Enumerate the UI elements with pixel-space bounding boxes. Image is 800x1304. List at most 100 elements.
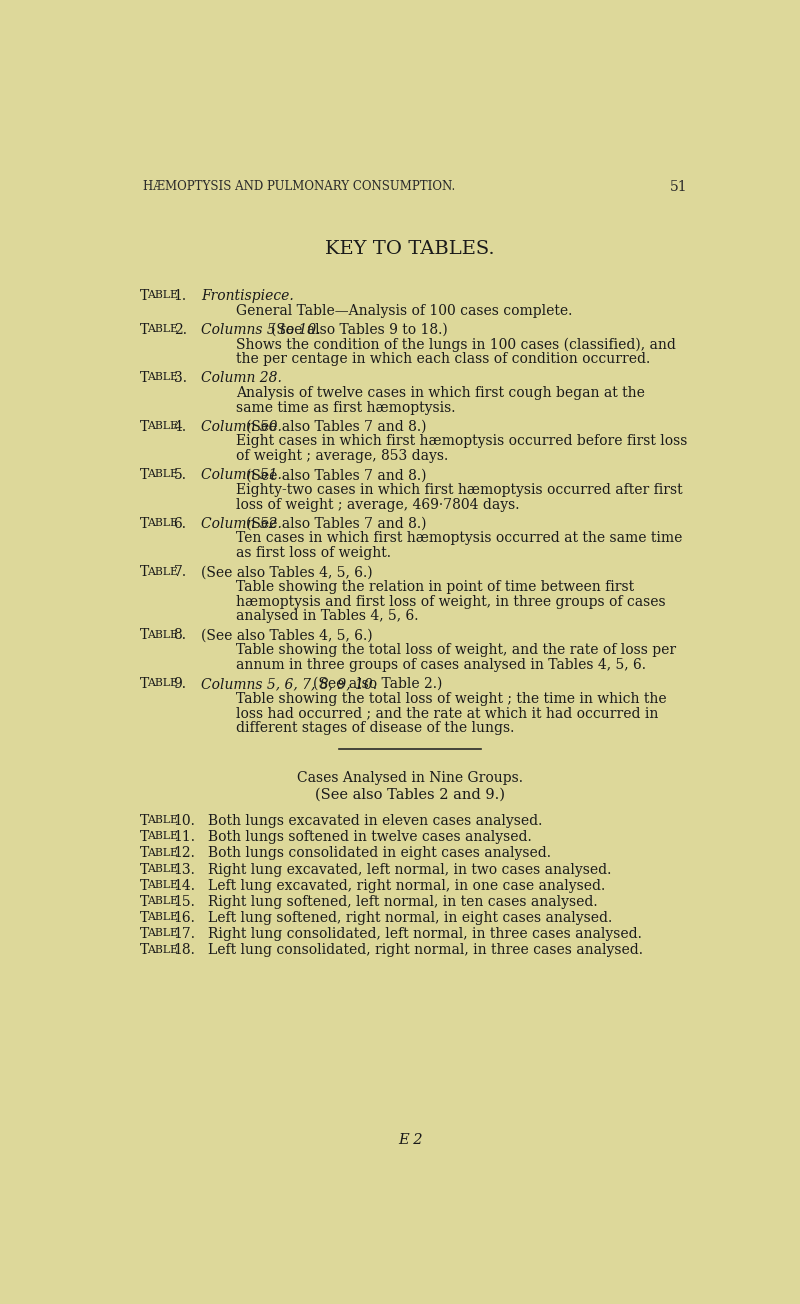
Text: T: T xyxy=(140,677,150,691)
Text: ABLE: ABLE xyxy=(147,630,178,640)
Text: HÆMOPTYSIS AND PULMONARY CONSUMPTION.: HÆMOPTYSIS AND PULMONARY CONSUMPTION. xyxy=(142,180,455,193)
Text: Table showing the total loss of weight, and the rate of loss per: Table showing the total loss of weight, … xyxy=(236,643,676,657)
Text: Column 51.: Column 51. xyxy=(201,468,282,482)
Text: 13.: 13. xyxy=(174,862,195,876)
Text: same time as first hæmoptysis.: same time as first hæmoptysis. xyxy=(236,400,455,415)
Text: T: T xyxy=(140,420,150,434)
Text: 16.: 16. xyxy=(174,911,195,925)
Text: analysed in Tables 4, 5, 6.: analysed in Tables 4, 5, 6. xyxy=(236,609,418,623)
Text: of weight ; average, 853 days.: of weight ; average, 853 days. xyxy=(236,449,448,463)
Text: 4.: 4. xyxy=(174,420,186,434)
Text: (See also Tables 7 and 8.): (See also Tables 7 and 8.) xyxy=(246,516,426,531)
Text: Eight cases in which first hæmoptysis occurred before first loss: Eight cases in which first hæmoptysis oc… xyxy=(236,434,687,449)
Text: (See also Tables 4, 5, 6.): (See also Tables 4, 5, 6.) xyxy=(201,629,372,643)
Text: T: T xyxy=(140,846,150,861)
Text: Column 50.: Column 50. xyxy=(201,420,282,434)
Text: Ten cases in which first hæmoptysis occurred at the same time: Ten cases in which first hæmoptysis occu… xyxy=(236,532,682,545)
Text: 12.: 12. xyxy=(174,846,195,861)
Text: hæmoptysis and first loss of weight, in three groups of cases: hæmoptysis and first loss of weight, in … xyxy=(236,595,666,609)
Text: ABLE: ABLE xyxy=(147,678,178,689)
Text: T: T xyxy=(140,289,150,303)
Text: different stages of disease of the lungs.: different stages of disease of the lungs… xyxy=(236,721,514,735)
Text: (See also Tables 7 and 8.): (See also Tables 7 and 8.) xyxy=(246,420,426,434)
Text: Right lung consolidated, left normal, in three cases analysed.: Right lung consolidated, left normal, in… xyxy=(209,927,642,941)
Text: 1.: 1. xyxy=(174,289,186,303)
Text: T: T xyxy=(140,943,150,957)
Text: T: T xyxy=(140,831,150,844)
Text: T: T xyxy=(140,895,150,909)
Text: KEY TO TABLES.: KEY TO TABLES. xyxy=(325,240,495,258)
Text: 51: 51 xyxy=(670,180,687,193)
Text: Right lung excavated, left normal, in two cases analysed.: Right lung excavated, left normal, in tw… xyxy=(209,862,612,876)
Text: T: T xyxy=(140,814,150,828)
Text: T: T xyxy=(140,372,150,385)
Text: T: T xyxy=(140,862,150,876)
Text: T: T xyxy=(140,468,150,482)
Text: Analysis of twelve cases in which first cough began at the: Analysis of twelve cases in which first … xyxy=(236,386,645,400)
Text: ABLE: ABLE xyxy=(147,863,178,874)
Text: 6.: 6. xyxy=(174,516,186,531)
Text: Columns 5, 6, 7, 8, 9, 10.: Columns 5, 6, 7, 8, 9, 10. xyxy=(201,677,377,691)
Text: 7.: 7. xyxy=(174,566,186,579)
Text: T: T xyxy=(140,629,150,643)
Text: 5.: 5. xyxy=(174,468,186,482)
Text: T: T xyxy=(140,566,150,579)
Text: 11.: 11. xyxy=(174,831,196,844)
Text: (See also Tables 7 and 8.): (See also Tables 7 and 8.) xyxy=(246,468,426,482)
Text: Columns 5 to 10.: Columns 5 to 10. xyxy=(201,323,320,336)
Text: Table showing the total loss of weight ; the time in which the: Table showing the total loss of weight ;… xyxy=(236,691,666,705)
Text: (See also Tables 4, 5, 6.): (See also Tables 4, 5, 6.) xyxy=(201,566,372,579)
Text: annum in three groups of cases analysed in Tables 4, 5, 6.: annum in three groups of cases analysed … xyxy=(236,657,646,672)
Text: T: T xyxy=(140,879,150,893)
Text: General Table—Analysis of 100 cases complete.: General Table—Analysis of 100 cases comp… xyxy=(236,304,572,318)
Text: 10.: 10. xyxy=(174,814,195,828)
Text: Eighty-two cases in which first hæmoptysis occurred after first: Eighty-two cases in which first hæmoptys… xyxy=(236,482,682,497)
Text: T: T xyxy=(140,516,150,531)
Text: ABLE: ABLE xyxy=(147,373,178,382)
Text: 3.: 3. xyxy=(174,372,186,385)
Text: ABLE: ABLE xyxy=(147,928,178,939)
Text: as first loss of weight.: as first loss of weight. xyxy=(236,546,390,561)
Text: Right lung softened, left normal, in ten cases analysed.: Right lung softened, left normal, in ten… xyxy=(209,895,598,909)
Text: ABLE: ABLE xyxy=(147,518,178,528)
Text: ABLE: ABLE xyxy=(147,913,178,922)
Text: ABLE: ABLE xyxy=(147,880,178,889)
Text: ABLE: ABLE xyxy=(147,832,178,841)
Text: Both lungs softened in twelve cases analysed.: Both lungs softened in twelve cases anal… xyxy=(209,831,532,844)
Text: Table showing the relation in point of time between first: Table showing the relation in point of t… xyxy=(236,580,634,595)
Text: Left lung excavated, right normal, in one case analysed.: Left lung excavated, right normal, in on… xyxy=(209,879,606,893)
Text: ABLE: ABLE xyxy=(147,469,178,480)
Text: 15.: 15. xyxy=(174,895,195,909)
Text: T: T xyxy=(140,911,150,925)
Text: 9.: 9. xyxy=(174,677,186,691)
Text: Left lung consolidated, right normal, in three cases analysed.: Left lung consolidated, right normal, in… xyxy=(209,943,643,957)
Text: ABLE: ABLE xyxy=(147,323,178,334)
Text: Both lungs consolidated in eight cases analysed.: Both lungs consolidated in eight cases a… xyxy=(209,846,551,861)
Text: (See also Tables 9 to 18.): (See also Tables 9 to 18.) xyxy=(271,323,447,336)
Text: 17.: 17. xyxy=(174,927,196,941)
Text: T: T xyxy=(140,323,150,336)
Text: ABLE: ABLE xyxy=(147,848,178,858)
Text: (See also Table 2.): (See also Table 2.) xyxy=(313,677,442,691)
Text: ABLE: ABLE xyxy=(147,815,178,825)
Text: T: T xyxy=(140,927,150,941)
Text: (See also Tables 2 and 9.): (See also Tables 2 and 9.) xyxy=(315,788,505,802)
Text: loss had occurred ; and the rate at which it had occurred in: loss had occurred ; and the rate at whic… xyxy=(236,707,658,720)
Text: Left lung softened, right normal, in eight cases analysed.: Left lung softened, right normal, in eig… xyxy=(209,911,613,925)
Text: Column 28.: Column 28. xyxy=(201,372,282,385)
Text: 18.: 18. xyxy=(174,943,195,957)
Text: 14.: 14. xyxy=(174,879,196,893)
Text: Frontispiece.: Frontispiece. xyxy=(201,289,294,303)
Text: loss of weight ; average, 469·7804 days.: loss of weight ; average, 469·7804 days. xyxy=(236,498,519,511)
Text: 8.: 8. xyxy=(174,629,186,643)
Text: ABLE: ABLE xyxy=(147,944,178,955)
Text: ABLE: ABLE xyxy=(147,421,178,432)
Text: ABLE: ABLE xyxy=(147,896,178,906)
Text: Both lungs excavated in eleven cases analysed.: Both lungs excavated in eleven cases ana… xyxy=(209,814,543,828)
Text: E 2: E 2 xyxy=(398,1133,422,1146)
Text: the per centage in which each class of condition occurred.: the per centage in which each class of c… xyxy=(236,352,650,366)
Text: ABLE: ABLE xyxy=(147,289,178,300)
Text: 2.: 2. xyxy=(174,323,186,336)
Text: Column 52.: Column 52. xyxy=(201,516,282,531)
Text: Shows the condition of the lungs in 100 cases (classified), and: Shows the condition of the lungs in 100 … xyxy=(236,338,675,352)
